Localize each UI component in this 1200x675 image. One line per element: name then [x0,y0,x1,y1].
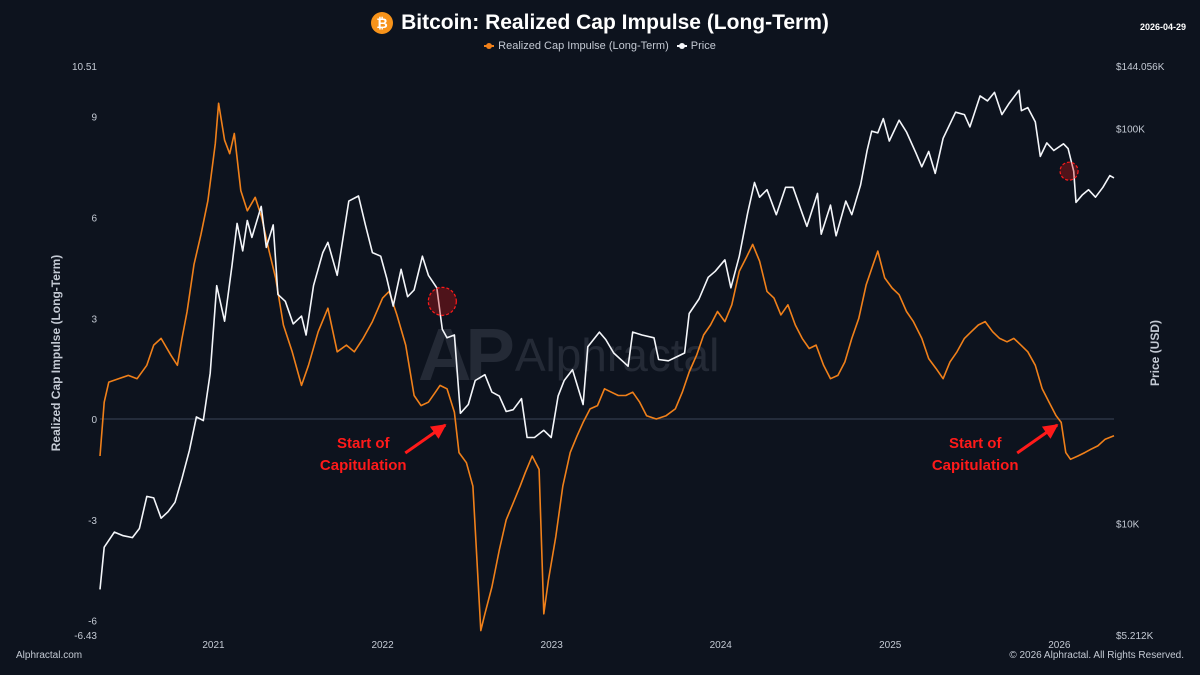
chart-title: Bitcoin: Realized Cap Impulse (Long-Term… [401,11,829,34]
annotation-line2: Capitulation [932,457,1019,474]
highlight-circle-2 [1059,161,1079,181]
legend-label-impulse: Realized Cap Impulse (Long-Term) [498,40,669,52]
bitcoin-icon: ₿ [371,12,394,34]
x-tick-label: 2025 [879,640,902,651]
y-axis-right-label: Price (USD) [1148,320,1162,386]
y-left-tick-label: -6 [88,617,97,628]
footer-copyright: © 2026 Alphractal. All Rights Reserved. [1009,650,1184,661]
x-tick-label: 2021 [202,640,225,651]
y-left-tick-label: 9 [91,113,97,124]
annotation-line1: Start of [949,435,1003,452]
y-left-tick-label: 6 [91,213,97,224]
x-tick-label: 2024 [710,640,733,651]
series-line-impulse [99,102,1115,632]
legend-swatch-price [676,43,687,49]
y-left-tick-label: -3 [88,516,97,527]
legend-label-price: Price [690,40,716,52]
x-tick-label: 2023 [541,640,564,651]
x-tick-label: 2026 [1048,640,1071,651]
watermark-text: Alphractal [514,329,720,381]
watermark-logo: AP [418,313,515,396]
y-right-tick-label: $100K [1116,125,1145,136]
footer-site[interactable]: Alphractal.com [16,650,83,661]
y-left-tick-label: 10.51 [72,62,97,73]
chart-legend: Realized Cap Impulse (Long-Term) Price [0,40,1200,52]
watermark: AP Alphractal [418,318,719,392]
y-axis-left-label: Realized Cap Impulse (Long-Term) [49,255,63,451]
highlight-circle-1 [427,286,457,316]
report-date: 2026-04-29 [1139,22,1186,32]
legend-swatch-impulse [484,43,495,49]
y-right-tick-label: $10K [1116,519,1140,530]
legend-item-impulse[interactable]: Realized Cap Impulse (Long-Term) [484,40,669,52]
annotation-arrow [1016,423,1059,455]
annotation-arrow [404,423,447,455]
x-tick-label: 2022 [371,640,394,651]
series-line-price [99,89,1115,590]
annotation-line2: Capitulation [320,457,407,474]
y-left-tick-label: -6.43 [74,631,97,642]
y-right-tick-label: $144.056K [1116,62,1165,73]
title-row: ₿ Bitcoin: Realized Cap Impulse (Long-Te… [0,8,1200,38]
y-left-tick-label: 0 [91,415,97,426]
legend-item-price[interactable]: Price [676,40,716,52]
y-right-tick-label: $5.212K [1116,631,1154,642]
y-left-tick-label: 3 [91,314,97,325]
annotation-line1: Start of [337,435,391,452]
